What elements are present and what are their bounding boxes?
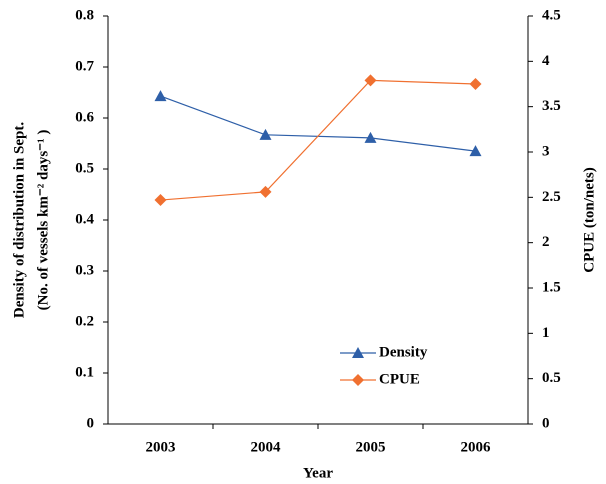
legend-label: Density [379, 344, 428, 360]
y2-tick-label: 4.5 [542, 7, 561, 23]
y-tick-label: 0.6 [75, 109, 94, 125]
y-tick-label: 0.1 [75, 364, 94, 380]
y2-tick-label: 4 [542, 53, 550, 69]
y2-tick-label: 2.5 [542, 189, 561, 205]
marker [259, 185, 272, 198]
y2-tick-label: 3.5 [542, 98, 561, 114]
y-tick-label: 0.2 [75, 313, 94, 329]
y-tick-label: 0 [87, 415, 95, 431]
y-axis-label: Density of distribution in Sept. [11, 122, 27, 319]
legend-marker [352, 347, 364, 358]
y2-tick-label: 0 [542, 415, 550, 431]
legend-label: CPUE [379, 371, 420, 387]
y2-tick-label: 2 [542, 234, 550, 250]
y-tick-label: 0.4 [75, 211, 94, 227]
series-line [160, 95, 476, 152]
x-tick-label: 2003 [146, 439, 176, 455]
marker [364, 74, 377, 87]
series-line [160, 79, 476, 201]
marker [469, 78, 482, 90]
marker [154, 90, 167, 102]
y2-tick-label: 0.5 [542, 370, 561, 386]
y2-axis-label: CPUE (ton/nets) [581, 167, 597, 272]
y2-tick-label: 1.5 [542, 279, 561, 295]
x-tick-label: 2005 [356, 439, 386, 455]
y-tick-label: 0.7 [75, 58, 94, 74]
y-tick-label: 0.8 [75, 7, 94, 23]
x-axis-label: Year [303, 465, 333, 481]
y-axis-label: (No. of vessels km⁻² days⁻¹ ) [35, 130, 51, 311]
x-tick-label: 2004 [251, 439, 282, 455]
y-tick-label: 0.5 [75, 160, 94, 176]
x-tick-label: 2006 [461, 439, 492, 455]
y-tick-label: 0.3 [75, 262, 94, 278]
y2-tick-label: 1 [542, 325, 550, 341]
y2-tick-label: 3 [542, 143, 550, 159]
marker [259, 128, 272, 140]
marker [364, 131, 377, 143]
marker [469, 145, 482, 157]
legend-marker [352, 374, 364, 386]
marker [154, 194, 167, 207]
